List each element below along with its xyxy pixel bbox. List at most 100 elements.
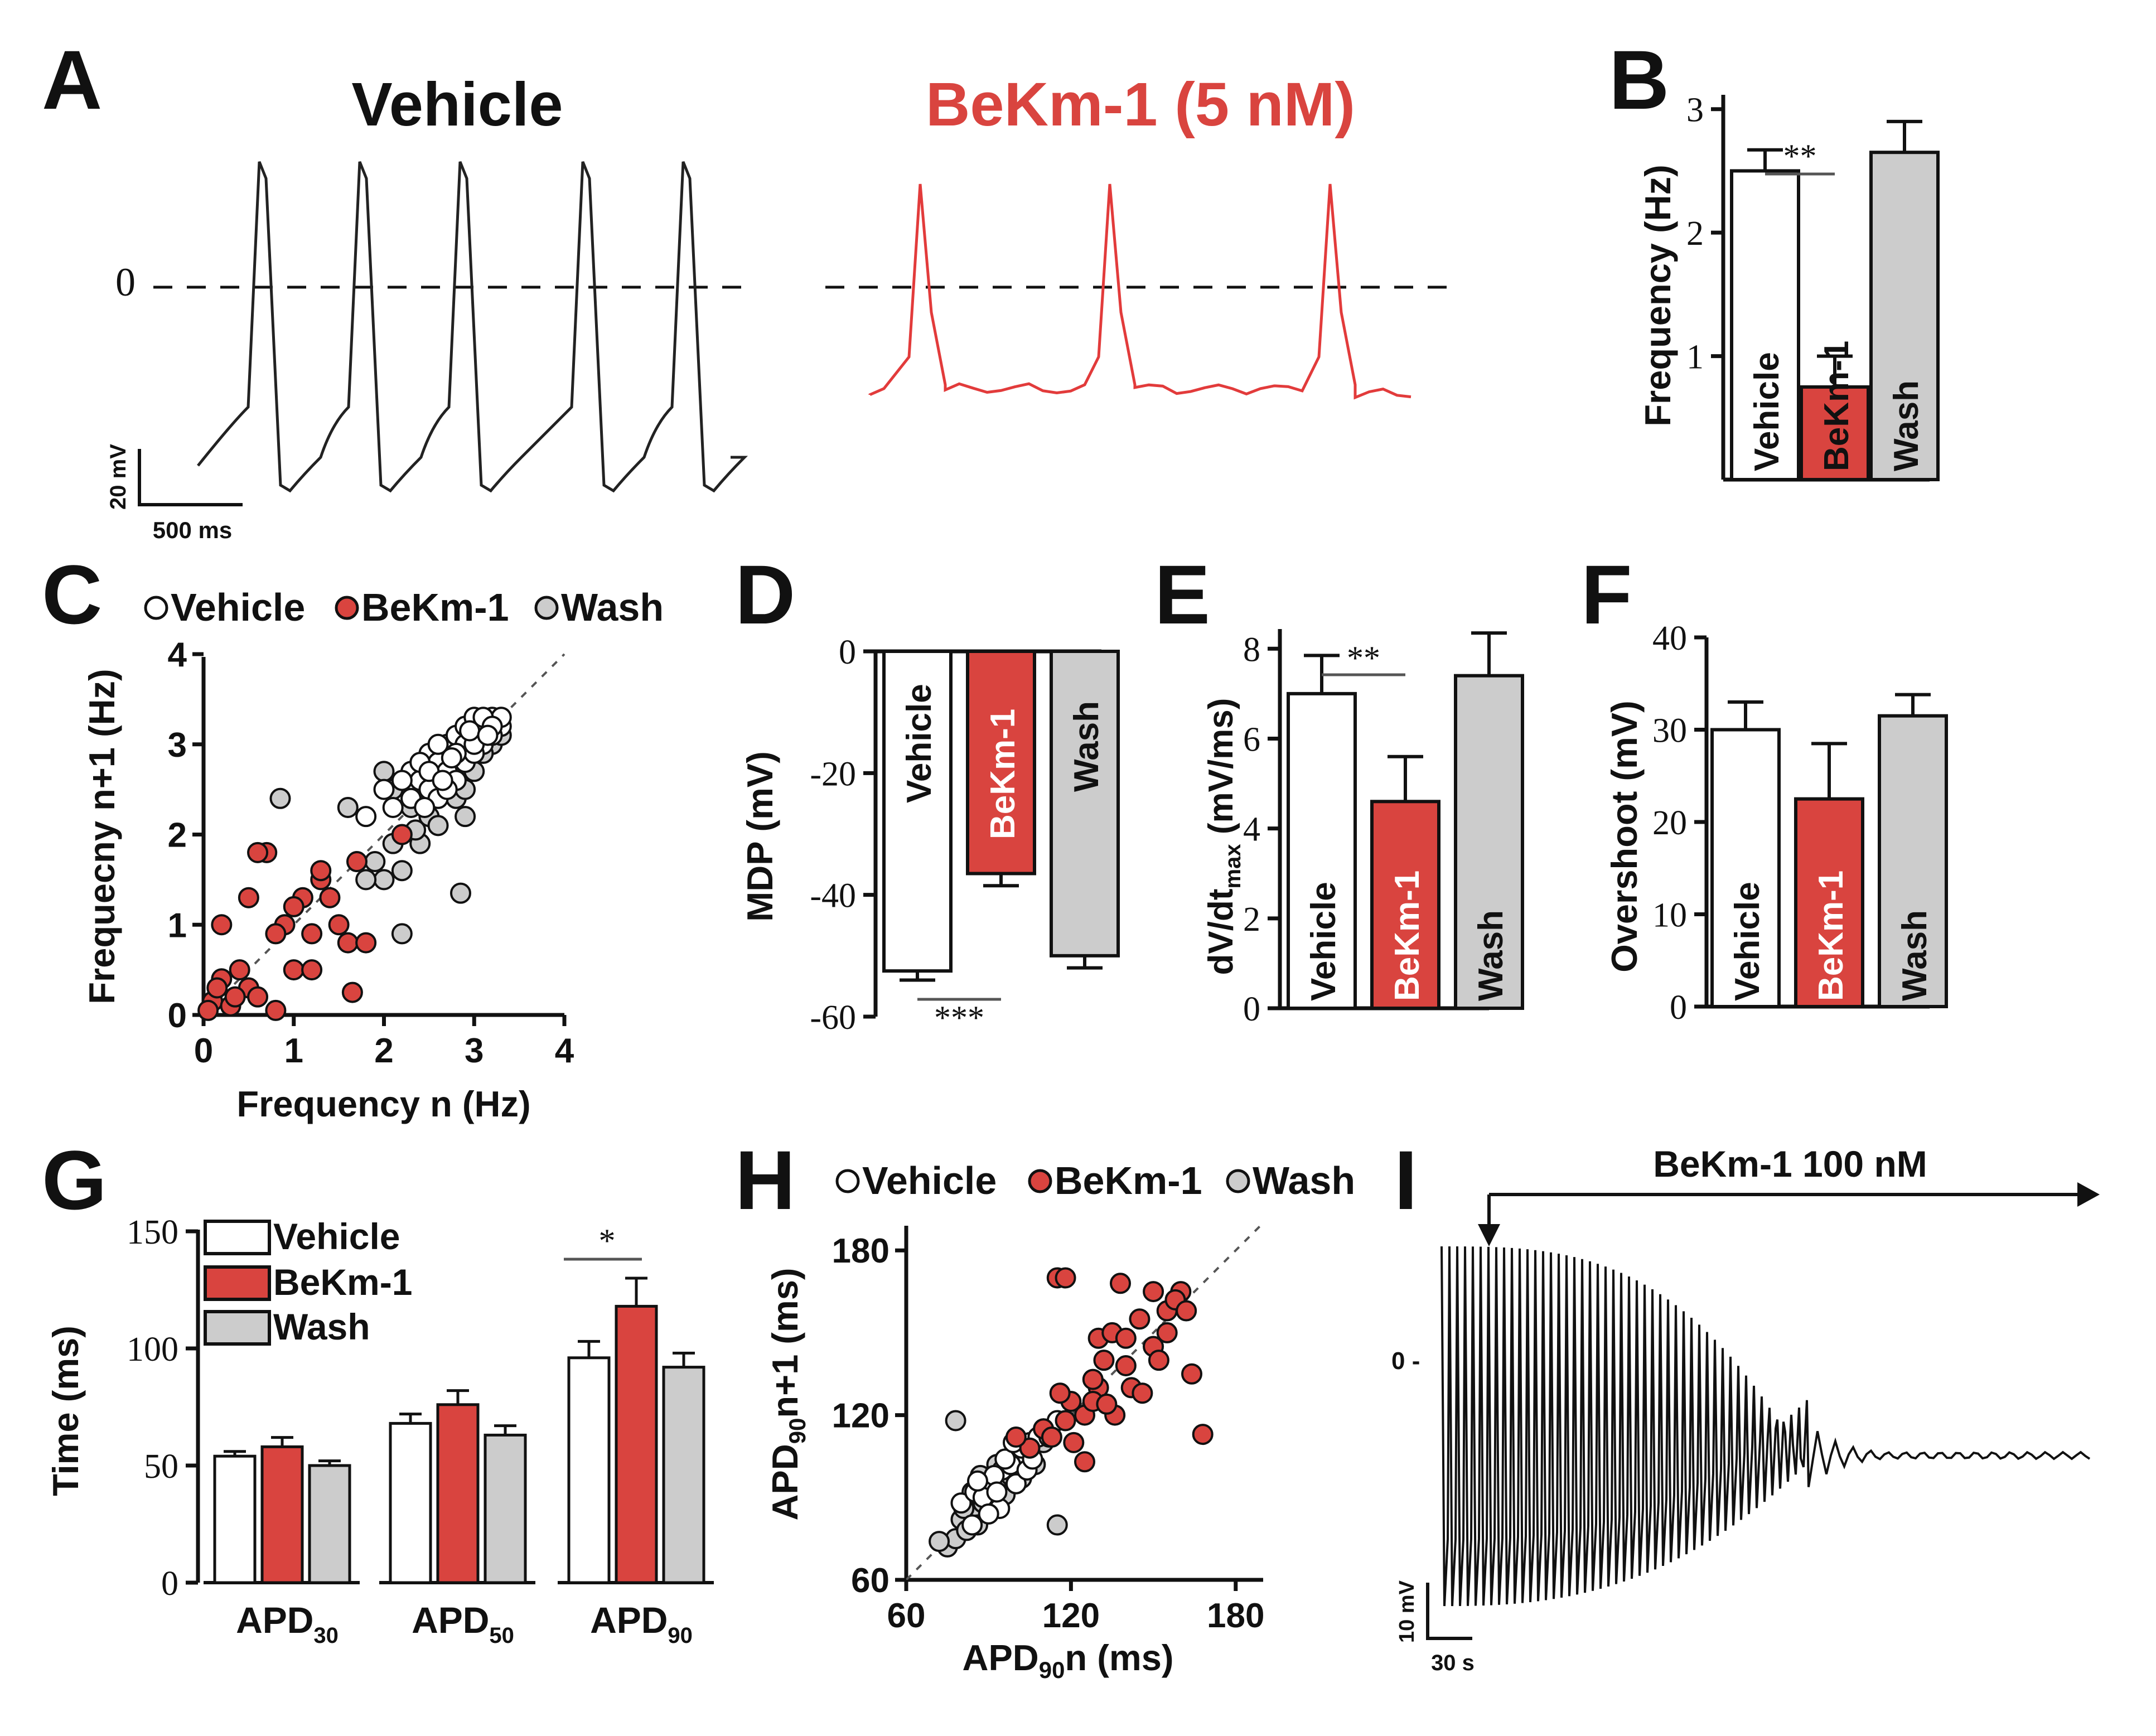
point-wash [455,806,476,828]
point-vehicle [382,796,404,818]
y-tick-label: 0 [1243,990,1260,1028]
group-label-subscript: 30 [313,1623,339,1648]
point-bekm-1 [197,999,219,1021]
point-bekm-1 [301,959,323,981]
bar-category-label: Vehicle [1304,882,1343,1001]
y-tick-label: 180 [832,1232,890,1270]
point-bekm-1 [341,981,363,1003]
h-x-axis-label: APD90n (ms) [963,1637,1174,1683]
h-y-axis-label: APD90n+1 (ms) [765,1268,810,1520]
group-label-subscript: 90 [668,1623,693,1648]
point-vehicle [391,770,413,791]
panel-h-apd90-scatter: APD90n (ms) APD90n+1 (ms) 60 120 180601201… [765,1222,1264,1683]
bar-2 [1878,714,1948,1009]
h-x-label-unit: n (ms) [1065,1637,1173,1678]
point-bekm-1 [310,860,332,882]
point-bekm-1 [1019,1437,1041,1459]
g-legend-bekm-text: BeKm-1 [273,1261,412,1303]
bar-vehicle [567,1356,611,1584]
y-tick-label: 3 [168,726,187,765]
panel-a: Vehicle BeKm-1 (5 nM) 0 20 mV 500 ms [106,70,1456,543]
x-tick-label: 0 [194,1032,213,1070]
point-bekm-1 [391,824,413,845]
bar-wash [308,1464,351,1584]
point-bekm-1 [1143,1281,1164,1303]
point-bekm-1 [346,851,368,873]
scale-mv-label: 20 mV [106,444,130,510]
point-vehicle [994,1448,1016,1470]
y-tick-label: -40 [810,877,856,915]
c-legend-wash-text: Wash [561,586,664,629]
point-vehicle [432,770,453,791]
point-vehicle [961,1514,983,1536]
bar-category-label: BeKm-1 [1812,871,1850,1001]
bar-2 [1454,674,1524,1010]
y-tick-label: 1 [1686,339,1704,376]
y-tick-label: 10 [1652,897,1687,935]
h-y-label-unit: n+1 (ms) [765,1268,805,1418]
bar-1 [1800,385,1870,482]
point-bekm-1 [238,887,259,908]
h-legend-wash-marker [1226,1169,1250,1193]
panel-label-h: H [735,1133,795,1227]
point-bekm-1 [1156,1322,1178,1343]
d-y-axis-label: MDP (mV) [739,751,780,922]
significance-stars: *** [934,999,984,1036]
point-wash [373,869,395,891]
bar-vehicle [389,1421,432,1584]
panel-label-e: E [1154,548,1210,641]
bar-1 [1370,800,1440,1010]
point-vehicle [441,747,462,769]
c-legend-vehicle-marker [144,596,168,620]
bar-category-label: Wash [1887,380,1926,471]
y-tick-label: 120 [832,1397,890,1435]
c-legend-wash-marker [534,596,559,620]
c-legend-vehicle-text: Vehicle [171,586,305,629]
f-y-axis-label: Overshoot (mV) [1604,700,1645,973]
h-x-label-main: APD [963,1637,1039,1678]
bar-category-label: Vehicle [1728,882,1767,1001]
y-tick-label: 2 [168,816,187,855]
point-bekm-1 [1049,1382,1071,1404]
point-bekm-1 [1082,1369,1104,1390]
point-bekm-1 [1192,1424,1214,1445]
group-label: APD30 [236,1599,339,1648]
x-tick-label: 60 [887,1597,926,1635]
y-tick-label: -20 [810,755,856,793]
significance-stars: ** [1347,640,1380,676]
g-legend-vehicle-swatch [204,1220,271,1255]
c-identity-line [202,653,565,1016]
panel-label-d: D [735,548,795,641]
y-tick-label: 20 [1652,804,1687,842]
point-bekm-1 [1132,1382,1153,1404]
point-bekm-1 [247,842,269,863]
y-tick-label: 150 [127,1213,178,1251]
bar-1 [1794,797,1864,1008]
bar-0 [882,650,953,973]
i-scale-s-label: 30 s [1431,1651,1475,1675]
y-tick-label: 0 [168,997,187,1035]
point-vehicle [967,1470,988,1492]
y-tick-label: 6 [1243,720,1260,758]
bar-2 [1869,151,1940,481]
point-wash [355,869,377,891]
vehicle-trace-title: Vehicle [351,70,563,139]
bar-0 [1730,169,1800,481]
h-legend-bekm-marker [1028,1169,1052,1193]
i-drug-label: BeKm-1 100 nM [1653,1143,1927,1184]
panel-e-dvdt-bar-chart: dV/dtmax (mV/ms) 0 2 4 6 8 Vehicle BeKm-1 Wash *… [1202,629,1524,1028]
point-bekm-1 [224,986,246,1008]
point-bekm-1 [319,887,341,908]
bar-category-label: Wash [1896,910,1934,1001]
g-legend-bekm-swatch [204,1265,271,1301]
panel-d-mdp-bar-chart: MDP (mV) 0 -20 -40 -60 Vehicle BeKm-1 Wash *** [739,634,1120,1037]
y-tick-label: 0 [1670,989,1687,1027]
point-bekm-1 [283,896,304,917]
point-bekm-1 [1005,1426,1027,1448]
point-vehicle [950,1492,972,1514]
h-x-label-sub: 90 [1039,1657,1065,1683]
point-bekm-1 [1115,1355,1137,1376]
x-tick-label: 4 [555,1032,574,1070]
y-tick-label: 30 [1652,712,1687,750]
group-label-main: APD [590,1599,668,1641]
